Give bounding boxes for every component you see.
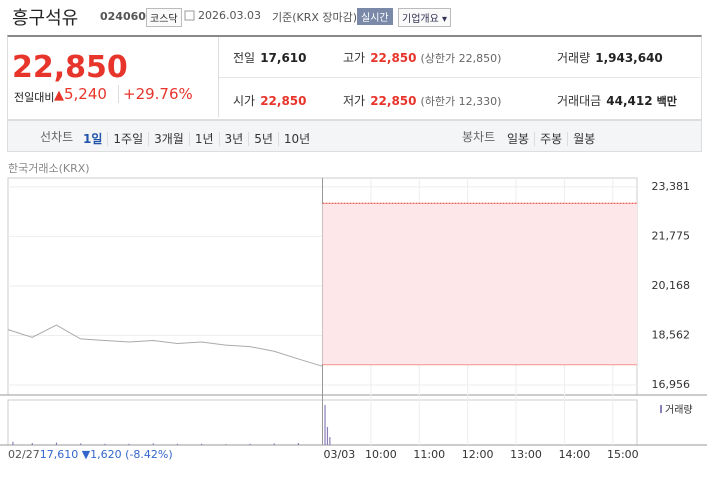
line-tab[interactable]: 5년 xyxy=(248,132,278,146)
basis: 기준(KRX 장마감) xyxy=(272,11,358,24)
volume-bar xyxy=(249,443,251,445)
candle-tab[interactable]: 일봉 xyxy=(507,132,530,146)
footer-date: 02/27 xyxy=(8,448,40,461)
stock-name: 흥구석유 xyxy=(12,8,79,29)
stat-label: 저가 xyxy=(343,94,366,108)
stat-value: 44,412 xyxy=(606,94,653,108)
footer: 02/2717,610 ▼1,620 (-8.42%) xyxy=(8,448,173,461)
line-tab[interactable]: 1년 xyxy=(188,132,219,146)
stat-label: 거래대금 xyxy=(557,94,602,108)
stat-value: 1,943,640 xyxy=(595,51,663,65)
stat-value: 22,850 xyxy=(370,51,417,65)
current-price: 22,850 xyxy=(12,50,128,85)
area xyxy=(322,203,637,365)
volume-bar xyxy=(55,442,58,445)
stat-value: 22,850 xyxy=(370,94,417,108)
stat-label: 고가 xyxy=(343,51,366,65)
stat: 거래대금 44,412 백만 xyxy=(557,90,677,109)
stat: 저가 22,850 (하한가 12,330) xyxy=(343,90,501,109)
candle-tab[interactable]: 주봉 xyxy=(534,132,568,146)
line xyxy=(7,324,323,367)
market-badge: 코스닥 xyxy=(146,8,182,27)
footer-rate: (-8.42%) xyxy=(125,448,173,461)
stat-note: (상한가 22,850) xyxy=(420,52,502,65)
overview-text: 기업개요 xyxy=(402,14,439,25)
stock-code: 024060 xyxy=(100,10,146,23)
x-tick-label: 10:00 xyxy=(365,448,397,461)
volume-bar xyxy=(273,443,275,445)
change-label: 전일대비 xyxy=(14,91,55,104)
divider xyxy=(218,37,219,117)
x-tick-label: 12:00 xyxy=(462,448,494,461)
volume-bar xyxy=(104,443,106,445)
divider xyxy=(219,77,700,78)
line-tab[interactable]: 3년 xyxy=(218,132,249,146)
stat: 시가 22,850 xyxy=(233,90,307,109)
change-rate: +29.76% xyxy=(118,85,193,103)
stat-unit: 백만 xyxy=(656,95,677,108)
source: 한국거래소(KRX) xyxy=(8,162,90,175)
stat: 전일 17,610 xyxy=(233,47,307,66)
line-tab[interactable]: 1주일 xyxy=(107,132,149,146)
volume-bar xyxy=(225,444,227,445)
stat-label: 시가 xyxy=(233,94,256,108)
volume-legend: 거래량 xyxy=(665,404,693,416)
y-tick-label: 16,956 xyxy=(652,378,691,391)
candle-tab-label: 봉차트 xyxy=(462,130,496,144)
line-tab[interactable]: 10년 xyxy=(277,132,316,146)
tab-bar xyxy=(7,120,702,152)
volume-bar xyxy=(324,405,326,445)
x-tick-label: 11:00 xyxy=(413,448,445,461)
stat-note: (하한가 12,330) xyxy=(420,95,502,108)
x-tick-label: 15:00 xyxy=(607,448,639,461)
line-tab-label: 선차트 xyxy=(40,130,74,144)
stat: 거래량 1,943,640 xyxy=(557,47,663,66)
stat-value: 22,850 xyxy=(260,94,307,108)
chart: 한국거래소(KRX) 23,381 21,775 20,168 18,562 16,95… xyxy=(0,162,707,461)
y-tick-label: 23,381 xyxy=(652,180,691,193)
volume-legend-key xyxy=(660,405,662,413)
calendar-icon xyxy=(184,10,195,21)
line-tabs: 1일 1주일 3개월 1년 3년 5년 10년 xyxy=(78,128,316,147)
footer-change: 1,620 xyxy=(90,448,122,461)
volume-bar xyxy=(152,443,154,445)
stat-label: 전일 xyxy=(233,51,256,65)
date: 2026.03.03 xyxy=(198,9,261,22)
x-tick-label: 13:00 xyxy=(510,448,542,461)
candle-tab[interactable]: 월봉 xyxy=(567,132,601,146)
stat-label: 거래량 xyxy=(557,51,591,65)
stat: 고가 22,850 (상한가 22,850) xyxy=(343,47,501,66)
volume-bar xyxy=(329,437,331,445)
volume-bar xyxy=(31,443,33,445)
volume-bar xyxy=(176,443,179,445)
volume-bar xyxy=(326,427,329,445)
volume-bar xyxy=(80,443,82,445)
candle-tabs: 일봉 주봉 월봉 xyxy=(502,128,601,147)
x-tick-label: 03/03 xyxy=(324,448,356,461)
y-tick-label: 21,775 xyxy=(652,229,691,242)
change: ▲5,240 xyxy=(54,85,107,103)
stat-value: 17,610 xyxy=(260,51,307,65)
y-tick-label: 18,562 xyxy=(652,328,691,341)
summary-box xyxy=(7,35,702,120)
footer-close: 17,610 xyxy=(39,448,79,461)
y-tick-label: 20,168 xyxy=(652,279,691,292)
volume-bar xyxy=(201,443,203,445)
volume-bar xyxy=(12,441,14,445)
line-tab[interactable]: 3개월 xyxy=(148,132,189,146)
volume-bar xyxy=(297,443,300,445)
volume-bar xyxy=(128,443,130,445)
x-tick-label: 14:00 xyxy=(559,448,591,461)
change-value: 5,240 xyxy=(64,85,107,103)
overview-button[interactable]: 기업개요 ▾ xyxy=(398,8,452,27)
realtime-button[interactable]: 실시간 xyxy=(357,8,393,25)
line-tab[interactable]: 1일 xyxy=(83,132,103,146)
